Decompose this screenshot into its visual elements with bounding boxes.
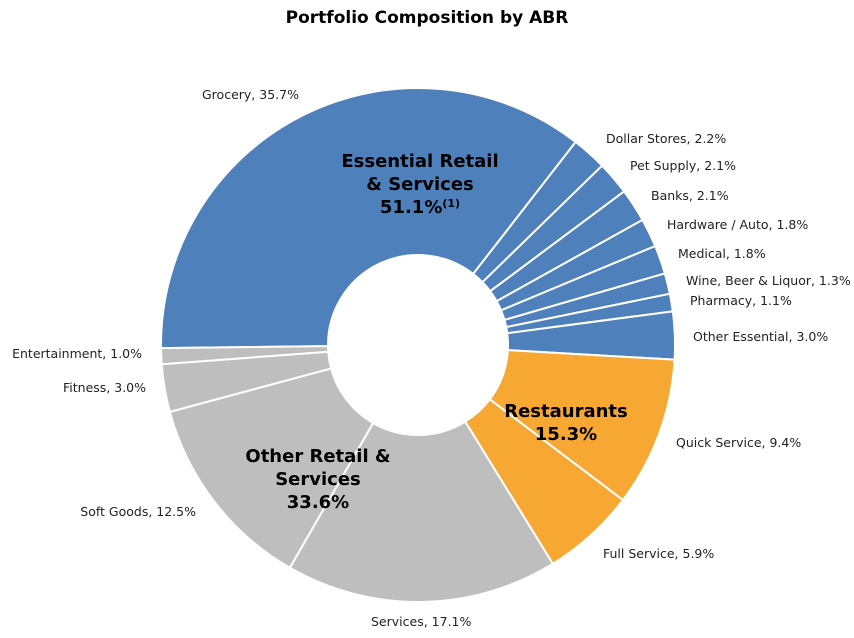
slice-label: Quick Service, 9.4% (676, 435, 801, 450)
slice-label: Hardware / Auto, 1.8% (667, 217, 808, 232)
slice-grocery (160, 87, 578, 350)
slice-label: Grocery, 35.7% (202, 87, 299, 102)
slice-entertainment (160, 345, 330, 366)
slice-label: Fitness, 3.0% (63, 380, 146, 395)
slice-label: Entertainment, 1.0% (12, 346, 142, 361)
group-label-other: Other Retail & Services 33.6% (245, 446, 390, 513)
slice-label: Medical, 1.8% (678, 246, 766, 261)
slice-label: Dollar Stores, 2.2% (606, 131, 726, 146)
group-label-restaurants: Restaurants 15.3% (504, 401, 628, 445)
slice-label: Wine, Beer & Liquor, 1.3% (686, 273, 851, 288)
slice-label: Pet Supply, 2.1% (630, 158, 736, 173)
slice-label: Pharmacy, 1.1% (690, 293, 792, 308)
slice-quick-service (488, 349, 676, 502)
slice-label: Soft Goods, 12.5% (80, 504, 196, 519)
slice-label: Banks, 2.1% (651, 188, 729, 203)
slice-label: Other Essential, 3.0% (693, 329, 828, 344)
chart-title: Portfolio Composition by ABR (285, 8, 569, 28)
slice-label: Full Service, 5.9% (603, 546, 714, 561)
slice-services (288, 420, 555, 603)
slice-label: Services, 17.1% (371, 614, 471, 629)
slice-soft-goods (168, 367, 375, 570)
group-label-essential: Essential Retail & Services 51.1%(1) (341, 151, 498, 218)
